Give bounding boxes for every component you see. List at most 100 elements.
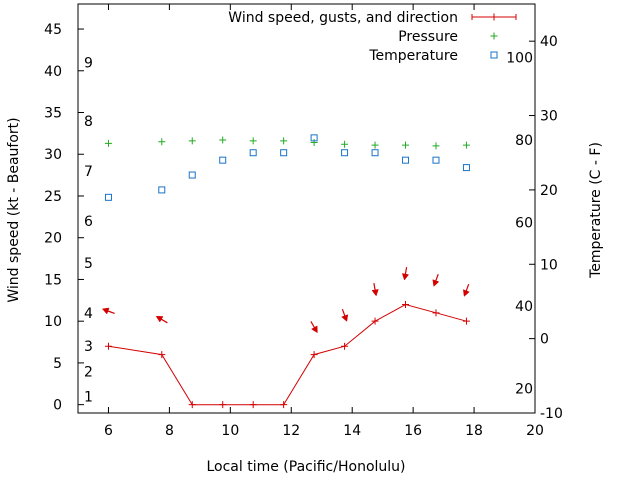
- y-tick-label: 10: [44, 314, 62, 330]
- y-tick-label: 20: [44, 231, 62, 247]
- temperature-point: [462, 164, 470, 172]
- wind-speed-line: [108, 303, 467, 406]
- x-tick-label: 6: [104, 423, 113, 439]
- pressure-point: [104, 139, 112, 147]
- y2-tick-label: 30: [540, 109, 558, 125]
- pressure-point: [158, 138, 166, 146]
- pressure-point: [371, 141, 379, 149]
- beaufort-label: 8: [84, 114, 93, 130]
- pressure-point: [188, 137, 196, 145]
- y2-fahrenheit-label: 60: [515, 216, 533, 232]
- x-tick-label: 20: [526, 423, 544, 439]
- pressure-point: [432, 142, 440, 150]
- x-tick-label: 16: [404, 423, 422, 439]
- pressure-point: [341, 140, 349, 148]
- wind-direction-arrow: [341, 308, 349, 322]
- plot-frame: [77, 3, 536, 414]
- legend-swatch-plus: [490, 32, 498, 40]
- wind-speed-point: [402, 300, 410, 308]
- wind-speed-point: [104, 342, 112, 350]
- x-tick-label: 8: [165, 423, 174, 439]
- wind-arrow-head: [341, 314, 349, 322]
- y-tick-label: 40: [44, 64, 62, 80]
- wind-arrow-head: [155, 316, 164, 323]
- wind-arrow-shaft: [107, 310, 115, 314]
- wind-arrow-head: [401, 273, 410, 281]
- y2-tick-label: 0: [540, 332, 549, 348]
- temperature-point: [432, 156, 440, 164]
- y-tick-label: 15: [44, 272, 62, 288]
- temperature-point: [188, 171, 196, 179]
- beaufort-label: 9: [84, 55, 93, 71]
- wind-arrow-shaft: [435, 273, 439, 282]
- y2-fahrenheit-label: 80: [515, 133, 533, 149]
- x-tick-label: 10: [221, 423, 239, 439]
- wind-direction-arrow: [432, 273, 440, 287]
- y-tick-label: 0: [53, 398, 62, 414]
- y-axis-label: Wind speed (kt - Beaufort): [6, 117, 22, 302]
- y-tick-label: 5: [53, 356, 62, 372]
- wind-speed-point: [219, 401, 227, 409]
- y2-fahrenheit-label: 40: [515, 299, 533, 315]
- temperature-point: [280, 149, 288, 157]
- wind-arrow-head: [462, 289, 470, 297]
- pressure-point: [462, 141, 470, 149]
- y2-tick-label: 20: [540, 183, 558, 199]
- legend: Wind speed, gusts, and direction Pressure…: [228, 10, 517, 64]
- pressure-point: [249, 137, 257, 145]
- y-tick-label: 35: [44, 106, 62, 122]
- beaufort-label: 7: [84, 164, 93, 180]
- beaufort-label: 5: [84, 256, 93, 272]
- y2-fahrenheit-label: 100: [506, 51, 533, 67]
- beaufort-label: 3: [84, 339, 93, 355]
- temperature-point: [402, 156, 410, 164]
- legend-swatch-square: [490, 51, 498, 59]
- pressure-point: [280, 137, 288, 145]
- beaufort-label: 2: [84, 364, 93, 380]
- wind-arrow-head: [432, 279, 440, 287]
- wind-arrow-head: [371, 289, 379, 297]
- wind-arrow-shaft: [161, 318, 168, 324]
- legend-label: Wind speed, gusts, and direction: [228, 10, 458, 26]
- wind-direction-arrow: [310, 321, 318, 334]
- legend-label: Temperature: [368, 48, 458, 64]
- y2-tick-label: 10: [540, 257, 558, 273]
- wind-speed-point: [341, 342, 349, 350]
- wind-arrow-head: [311, 325, 318, 334]
- y-tick-label: 30: [44, 147, 62, 163]
- wind-direction-arrow: [155, 316, 168, 324]
- y2-fahrenheit-label: 20: [515, 381, 533, 397]
- y2-tick-label: 40: [540, 34, 558, 50]
- beaufort-label: 4: [84, 306, 93, 322]
- y-tick-label: 25: [44, 189, 62, 205]
- temperature-point: [104, 193, 112, 201]
- wind-speed-point: [280, 401, 288, 409]
- beaufort-label: 6: [84, 214, 93, 230]
- wind-speed-point: [249, 401, 257, 409]
- pressure-point: [310, 139, 318, 147]
- temperature-point: [158, 186, 166, 194]
- beaufort-scale: 1 2 3 4 5 6 7 8 9: [84, 55, 93, 405]
- x-tick-label: 18: [465, 423, 483, 439]
- wind-arrow-shaft: [373, 282, 376, 291]
- wind-speed-point: [371, 317, 379, 325]
- legend-swatch-marker: [471, 13, 517, 21]
- wind-direction-arrow: [462, 283, 470, 297]
- wind-arrow-shaft: [310, 321, 315, 328]
- wind-arrow-head: [101, 307, 110, 315]
- y-tick-label: 45: [44, 22, 62, 38]
- temperature-point: [219, 156, 227, 164]
- wind-direction-arrow: [101, 307, 115, 315]
- wind-arrow-shaft: [341, 308, 346, 317]
- wind-direction-arrow: [401, 267, 410, 281]
- y2-axis-label: Temperature (C - F): [588, 142, 604, 279]
- temperature-point: [371, 149, 379, 157]
- legend-label: Pressure: [398, 29, 458, 45]
- wind-speed-point: [188, 401, 196, 409]
- beaufort-label: 1: [84, 389, 93, 405]
- pressure-point: [402, 141, 410, 149]
- wind-speed-point: [462, 317, 470, 325]
- wind-speed-point: [310, 351, 318, 359]
